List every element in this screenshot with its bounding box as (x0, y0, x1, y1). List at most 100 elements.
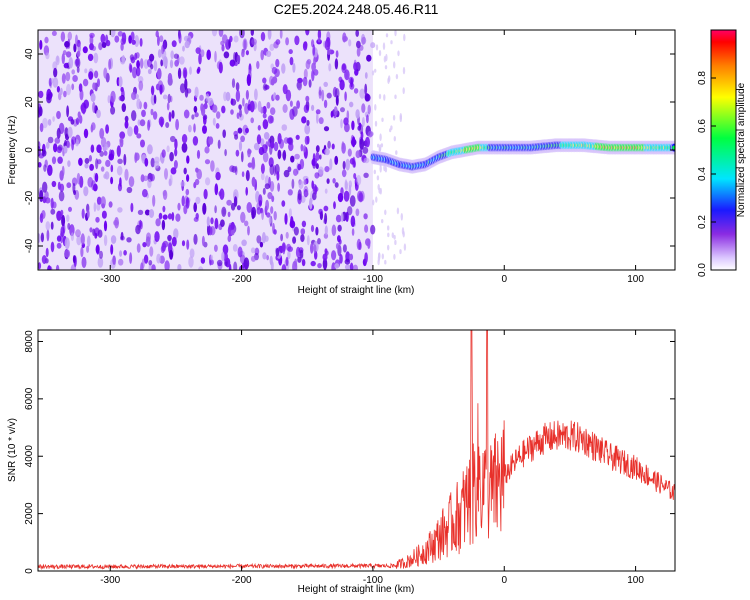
noise-blob (169, 174, 173, 186)
faint-blob (395, 73, 399, 80)
noise-blob (240, 135, 246, 143)
noise-blob (103, 67, 108, 79)
noise-blob (233, 196, 238, 207)
noise-blob (94, 227, 100, 237)
noise-blob (142, 242, 147, 248)
noise-blob (344, 181, 349, 191)
noise-blob (243, 257, 250, 270)
noise-blob (169, 59, 174, 69)
faint-blob (383, 94, 386, 101)
noise-blob (95, 216, 100, 223)
noise-blob (358, 192, 364, 203)
x-tick-label: 100 (627, 274, 644, 285)
noise-blob (113, 219, 119, 226)
noise-blob (230, 229, 235, 236)
noise-blob (75, 117, 80, 125)
noise-blob (268, 216, 272, 224)
snr-x-label: Height of straight line (km) (298, 584, 415, 595)
noise-blob (364, 72, 368, 79)
faint-blob (384, 166, 388, 173)
noise-blob (364, 224, 369, 233)
faint-blob (393, 253, 396, 260)
noise-blob (295, 246, 301, 258)
noise-blob (108, 201, 113, 208)
noise-blob (116, 145, 121, 158)
noise-blob (162, 41, 166, 52)
noise-blob (96, 109, 101, 119)
noise-blob (157, 68, 162, 80)
noise-blob (158, 212, 163, 220)
noise-blob (171, 212, 175, 221)
noise-blob (38, 262, 42, 270)
colorbar-tick-label: 0.4 (697, 167, 708, 181)
noise-blob (289, 100, 293, 107)
noise-blob (218, 30, 224, 37)
noise-blob (262, 119, 269, 130)
noise-blob (64, 249, 71, 258)
faint-blob (391, 232, 394, 239)
noise-blob (71, 69, 75, 75)
faint-blob (378, 252, 381, 259)
noise-blob (139, 119, 146, 127)
noise-blob (38, 106, 43, 117)
noise-blob (169, 249, 174, 260)
noise-blob (90, 144, 95, 153)
noise-blob (361, 103, 366, 114)
noise-blob (89, 32, 95, 39)
noise-blob (123, 250, 127, 256)
noise-blob (198, 53, 202, 65)
noise-blob (223, 252, 228, 263)
x-tick-label: 0 (501, 274, 507, 285)
noise-blob (118, 258, 124, 266)
noise-blob (45, 247, 49, 258)
noise-blob (330, 110, 334, 118)
faint-blob (373, 169, 376, 175)
faint-blob (403, 243, 407, 251)
noise-blob (310, 243, 314, 254)
x-tick-label: -300 (100, 274, 120, 285)
noise-blob (228, 263, 232, 270)
noise-blob (55, 264, 60, 270)
noise-blob (120, 231, 124, 241)
snr-line (38, 330, 675, 571)
noise-blob (311, 157, 318, 167)
noise-blob (149, 246, 154, 257)
noise-blob (179, 56, 185, 65)
noise-blob (367, 130, 373, 138)
noise-blob (315, 226, 319, 236)
noise-blob (110, 30, 116, 38)
noise-blob (258, 200, 262, 207)
x-tick-label: -100 (363, 274, 383, 285)
noise-blob (335, 243, 340, 250)
spectrogram-heatmap (38, 30, 675, 270)
noise-blob (260, 31, 266, 42)
noise-blob (333, 201, 336, 210)
noise-blob (103, 173, 107, 179)
noise-blob (184, 78, 188, 90)
noise-blob (82, 46, 88, 54)
noise-blob (56, 110, 61, 120)
noise-blob (297, 256, 302, 263)
noise-blob (299, 249, 304, 259)
noise-blob (289, 108, 295, 121)
noise-blob (103, 150, 108, 156)
noise-blob (331, 143, 335, 150)
noise-blob (149, 53, 155, 62)
noise-blob (46, 141, 50, 149)
noise-blob (166, 145, 170, 153)
noise-blob (359, 88, 366, 99)
noise-blob (170, 135, 176, 143)
noise-blob (250, 30, 254, 36)
noise-blob (361, 36, 367, 45)
noise-blob (185, 188, 190, 196)
noise-blob (157, 35, 160, 46)
noise-blob (235, 89, 241, 102)
noise-blob (203, 188, 208, 200)
noise-blob (328, 63, 332, 72)
noise-blob (280, 233, 283, 242)
x-tick-label: -100 (363, 575, 383, 586)
noise-blob (61, 165, 65, 177)
noise-blob (356, 238, 362, 250)
noise-blob (266, 212, 271, 218)
noise-blob (284, 213, 288, 225)
